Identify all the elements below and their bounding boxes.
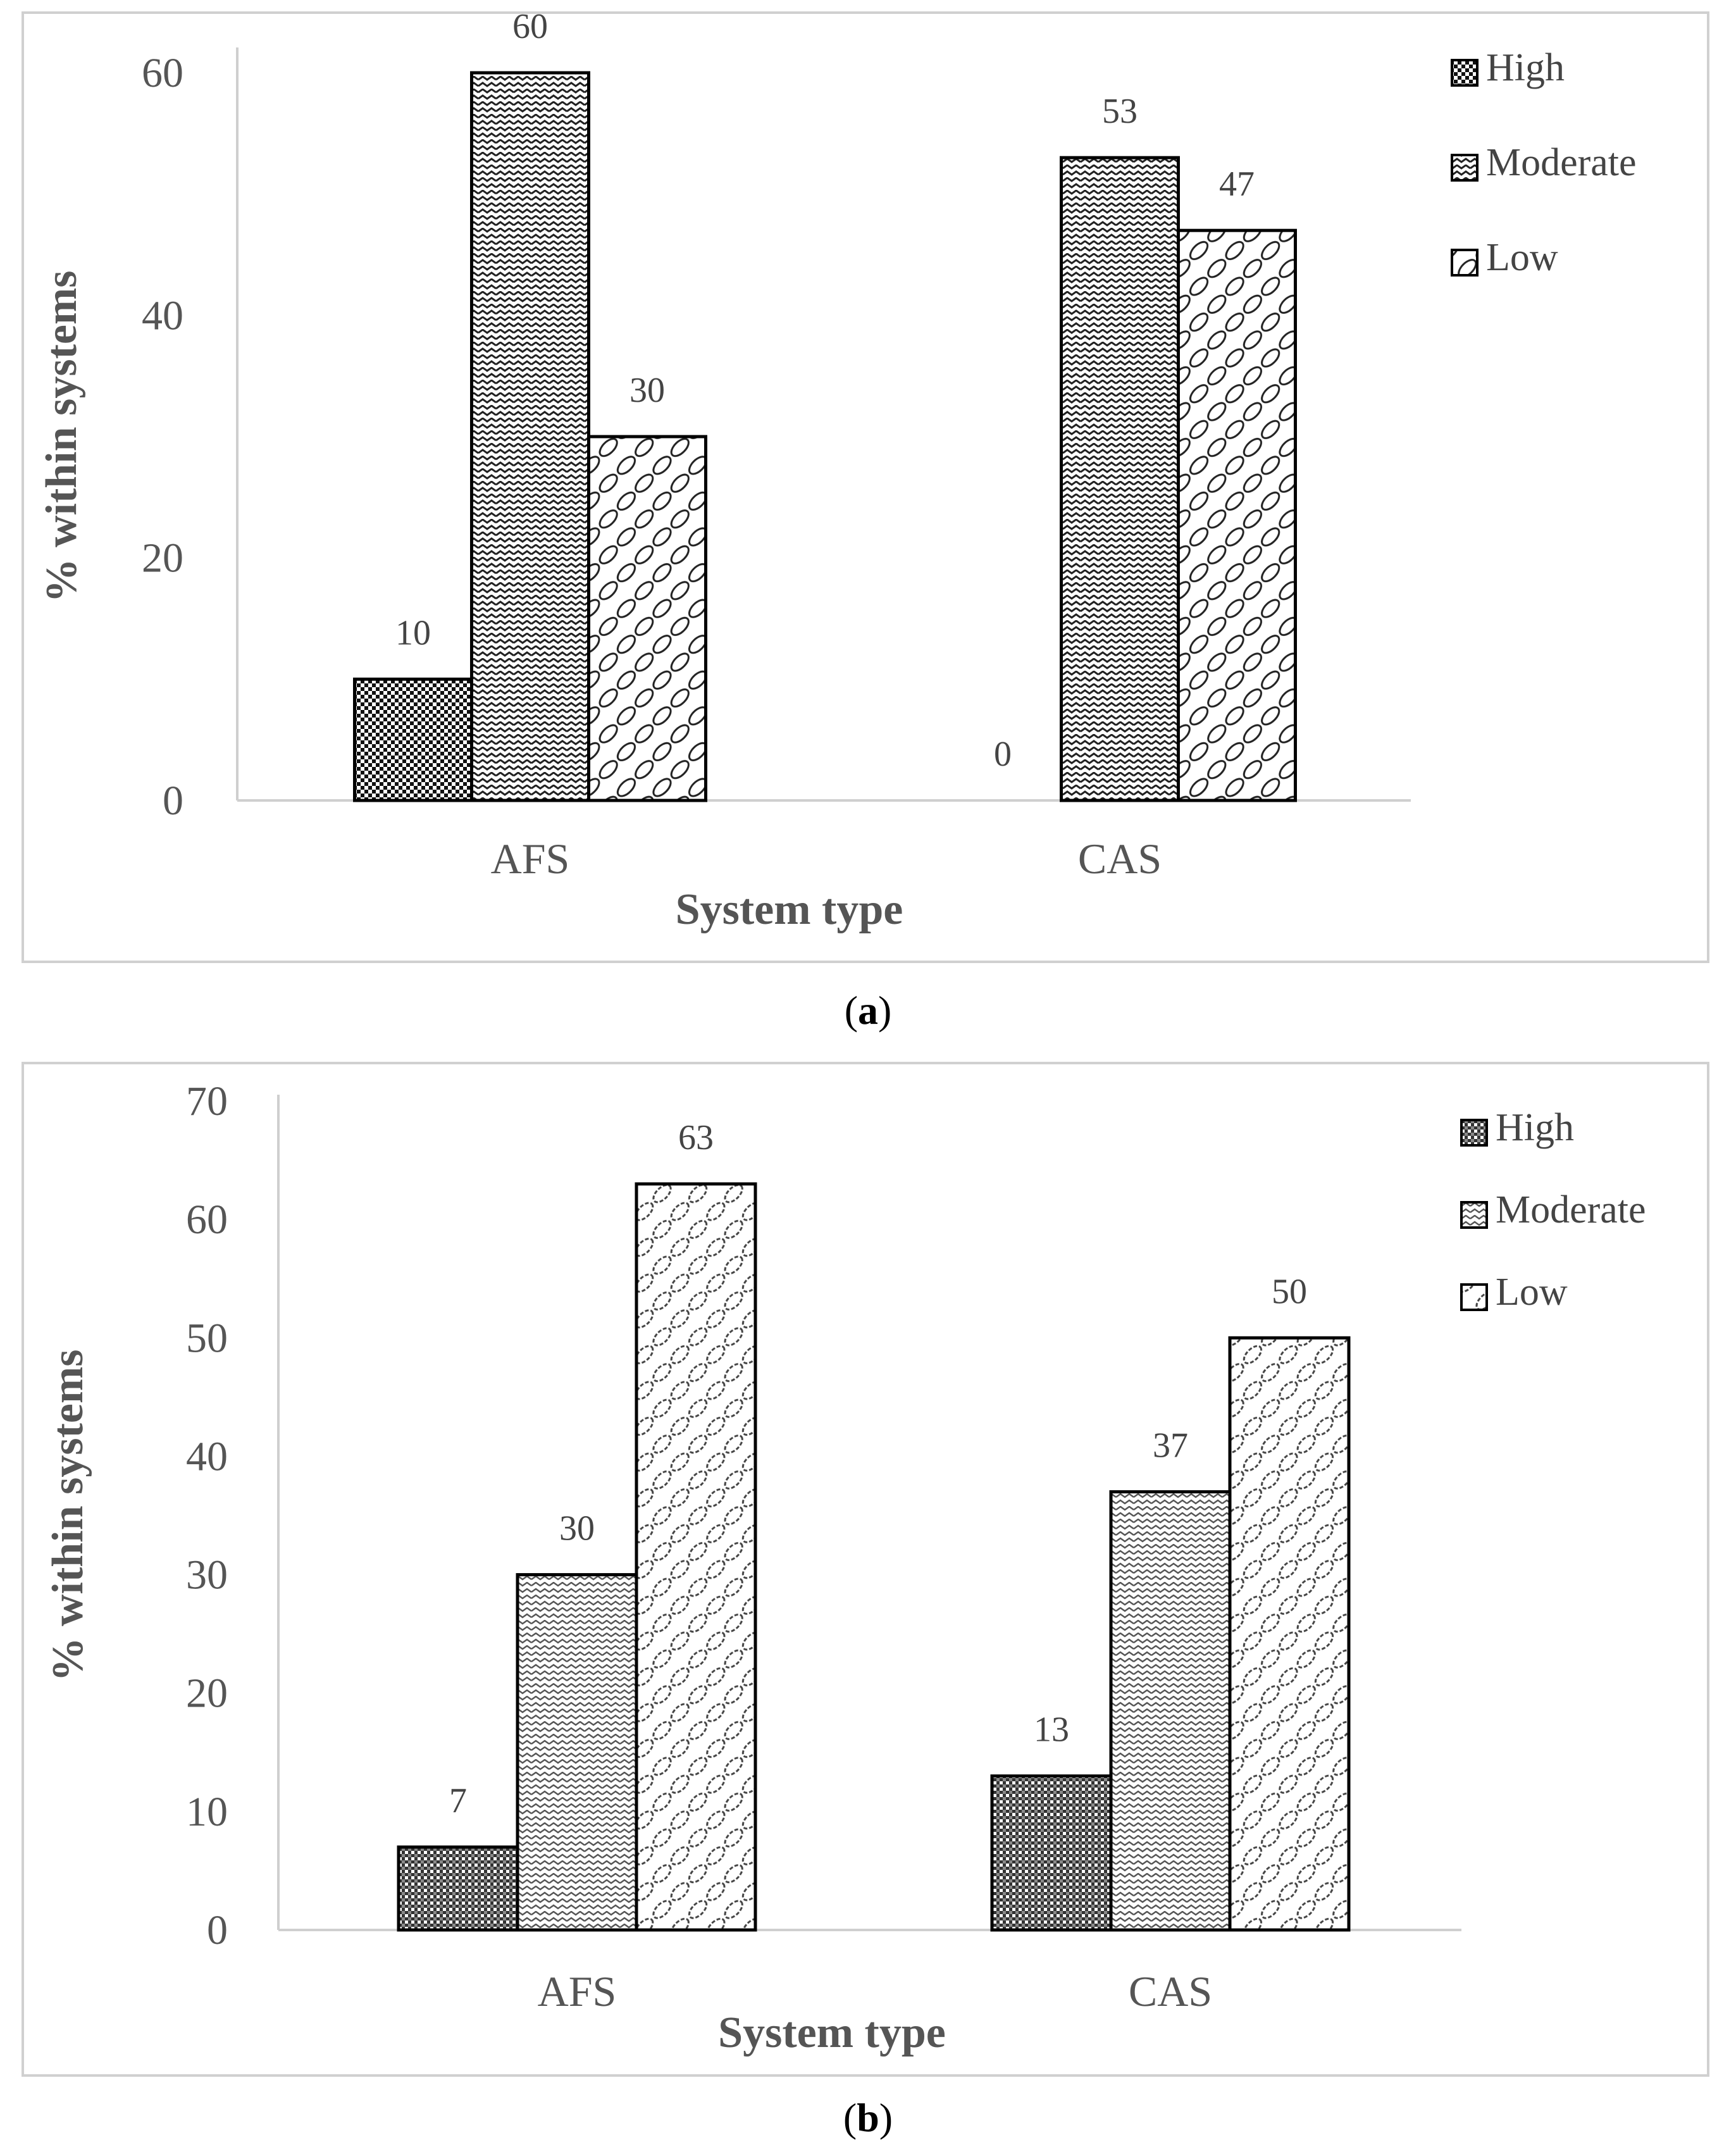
caption-b: (b): [843, 2095, 893, 2140]
bar-high-afs: [397, 1845, 519, 1932]
y-tick-label: 70: [186, 1078, 228, 1124]
x-axis-title: System type: [676, 885, 903, 934]
bar-moderate-cas: [1109, 1490, 1232, 1932]
data-label: 47: [1219, 165, 1255, 204]
y-tick-label: 0: [207, 1907, 228, 1953]
y-tick-label: 60: [186, 1197, 228, 1243]
chart-a-svg: 0 20 40 60 10 60 30 AFS 0 53 47 CAS System type % wit…: [22, 7, 1709, 963]
chart-a-border: [22, 11, 1709, 963]
chart-b-border: [22, 1062, 1709, 2077]
data-label: 30: [559, 1509, 595, 1548]
y-tick-label: 20: [186, 1671, 228, 1717]
x-tick-label: AFS: [538, 1967, 617, 2015]
legend-swatch-moderate: [1451, 154, 1479, 182]
bar-moderate-afs: [516, 1573, 638, 1932]
x-tick-label: AFS: [491, 835, 570, 883]
y-tick-label: 60: [142, 50, 183, 96]
legend-swatch-high: [1451, 59, 1479, 87]
bar-moderate-afs: [470, 71, 590, 802]
bar-high-afs: [353, 677, 473, 802]
x-tick-label: CAS: [1129, 1967, 1212, 2015]
bar-moderate-cas: [1060, 156, 1180, 802]
legend-label-high: High: [1496, 1106, 1574, 1149]
data-label: 13: [1034, 1710, 1069, 1750]
y-tick-label: 20: [142, 535, 183, 582]
data-label: 37: [1153, 1426, 1188, 1466]
chart-panel-a: 0 20 40 60 10 60 30 AFS 0 53 47 CAS System type % wit…: [0, 0, 1736, 1050]
y-axis-title: % within systems: [37, 270, 86, 602]
y-axis-title: % within systems: [44, 1349, 92, 1681]
legend-swatch-moderate: [1460, 1201, 1488, 1229]
data-label: 0: [994, 735, 1012, 774]
bar-low-afs: [635, 1182, 757, 1932]
legend-swatch-low: [1451, 249, 1479, 277]
y-tick-label: 30: [186, 1552, 228, 1598]
data-label: 50: [1272, 1272, 1307, 1311]
x-axis-title: System type: [718, 2008, 946, 2057]
data-label: 10: [395, 613, 431, 652]
legend-label-low: Low: [1496, 1271, 1568, 1314]
bar-low-cas: [1228, 1336, 1351, 1932]
chart-b-svg: 0 10 20 30 40 50 60 70 7 30 63 AFS 13 37 50 CAS System t…: [22, 1062, 1709, 2077]
data-label: 63: [678, 1118, 714, 1157]
bar-low-cas: [1177, 228, 1297, 802]
data-label: 53: [1102, 92, 1138, 131]
bar-low-afs: [587, 435, 707, 802]
y-tick-label: 10: [186, 1789, 228, 1835]
legend-swatch-high: [1460, 1119, 1488, 1147]
y-tick-label: 40: [142, 292, 183, 339]
data-label: 30: [629, 371, 665, 410]
data-label: 60: [512, 7, 548, 46]
y-tick-label: 50: [186, 1315, 228, 1361]
legend-label-moderate: Moderate: [1496, 1188, 1646, 1231]
y-tick-label: 40: [186, 1433, 228, 1479]
legend-label-moderate: Moderate: [1486, 141, 1637, 184]
legend-label-low: Low: [1486, 236, 1558, 279]
caption-a: (a): [844, 988, 892, 1033]
data-label: 7: [449, 1781, 467, 1820]
legend-label-high: High: [1486, 46, 1565, 89]
bar-high-cas: [990, 1774, 1113, 1932]
legend-swatch-low: [1460, 1283, 1488, 1311]
y-tick-label: 0: [163, 778, 183, 824]
x-tick-label: CAS: [1078, 835, 1162, 883]
chart-panel-b: 0 10 20 30 40 50 60 70 7 30 63 AFS 13 37 50 CAS System t…: [0, 1050, 1736, 2147]
